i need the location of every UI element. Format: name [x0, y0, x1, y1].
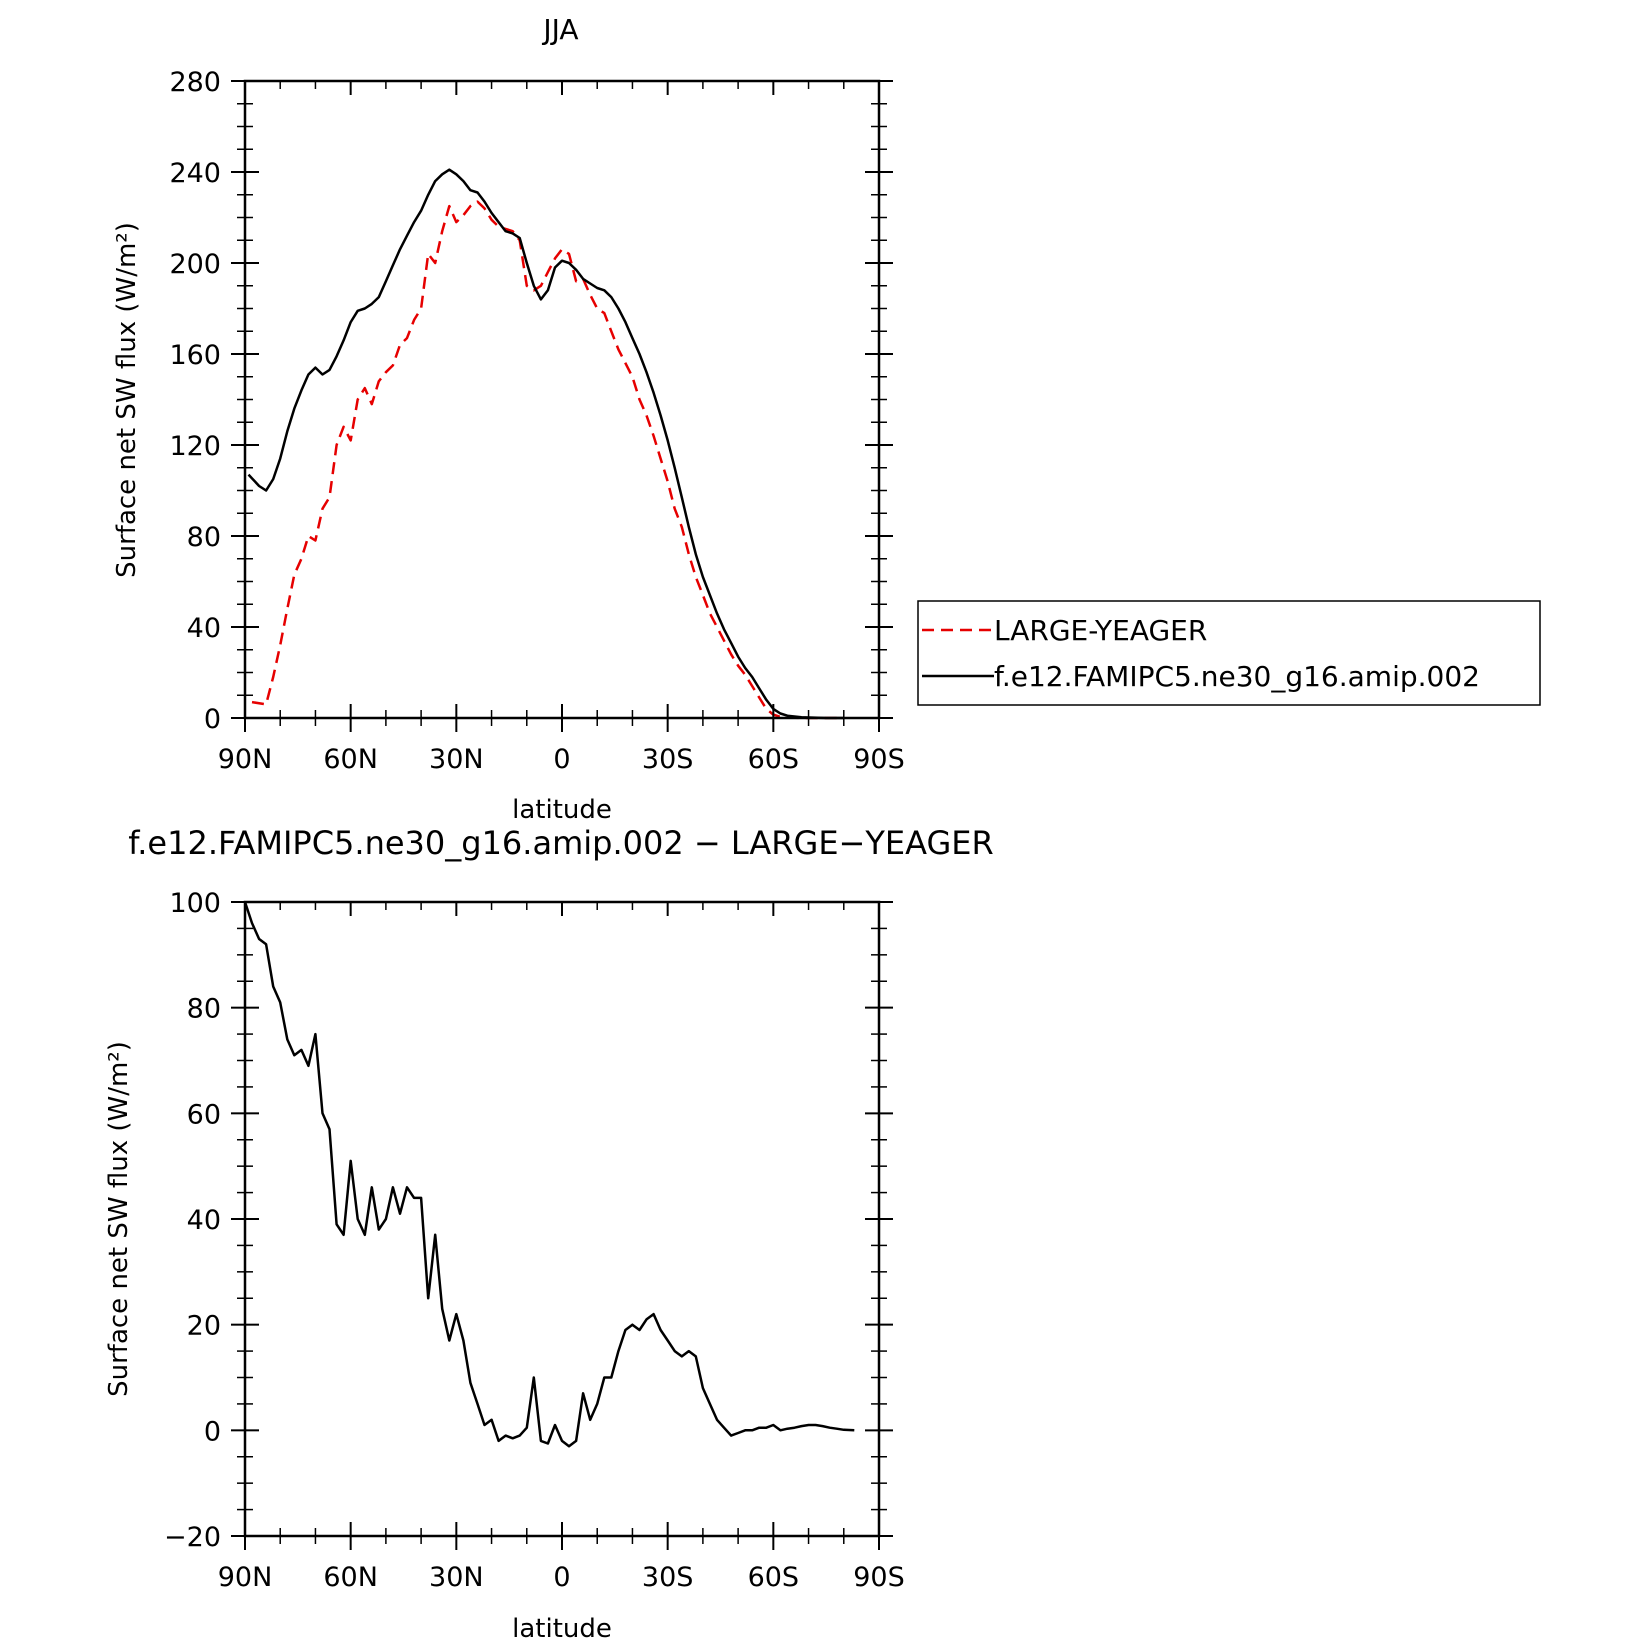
bottom-y-tick-label: 40	[187, 1205, 221, 1236]
top-panel: JJA 90N 60N 30N 0 30S 60S 90S 0 40 80 120 160 200 240…	[112, 13, 1541, 825]
bottom-x-tick-label: 90S	[853, 1562, 905, 1593]
top-series-line-1	[251, 200, 844, 720]
top-series-line-2	[247, 168, 844, 720]
bottom-panel: f.e12.FAMIPC5.ne30_g16.amip.002 − LARGE−…	[104, 824, 994, 1644]
top-x-tick-label: 30S	[642, 744, 694, 775]
top-axes-ticks	[231, 80, 893, 732]
bottom-y-tick-label: 60	[187, 1099, 221, 1130]
top-plot-frame	[243, 79, 881, 720]
top-tick-labels: 90N 60N 30N 0 30S 60S 90S 0 40 80 120 160 200 240 280	[169, 67, 904, 775]
bottom-y-tick-label: 20	[187, 1311, 221, 1342]
top-y-tick-label: 160	[169, 340, 221, 371]
bottom-x-tick-label: 60N	[323, 1562, 378, 1593]
top-x-tick-label: 30N	[429, 744, 484, 775]
legend-frame	[917, 600, 1541, 706]
bottom-plot-area	[243, 901, 855, 1448]
bottom-x-tick-label: 0	[553, 1562, 570, 1593]
top-x-axis-label: latitude	[512, 795, 612, 825]
top-y-tick-label: 80	[187, 522, 221, 553]
top-x-tick-label: 60S	[748, 744, 800, 775]
bottom-y-axis-label: Surface net SW flux (W/m²)	[104, 1041, 134, 1397]
bottom-series-line-1	[243, 901, 855, 1448]
legend-label-model: f.e12.FAMIPC5.ne30_g16.amip.002	[994, 660, 1480, 693]
legend: LARGE-YEAGER f.e12.FAMIPC5.ne30_g16.amip…	[917, 600, 1541, 706]
bottom-y-tick-label: −20	[164, 1522, 221, 1553]
bottom-y-tick-label: 80	[187, 994, 221, 1025]
top-y-tick-label: 0	[204, 704, 221, 735]
bottom-x-tick-label: 90N	[218, 1562, 273, 1593]
top-y-tick-label: 280	[169, 67, 221, 98]
bottom-x-tick-label: 60S	[748, 1562, 800, 1593]
bottom-x-tick-label: 30N	[429, 1562, 484, 1593]
top-x-tick-label: 0	[553, 744, 570, 775]
top-x-tick-label: 90S	[853, 744, 905, 775]
top-plot-area	[247, 168, 844, 720]
bottom-tick-labels: 90N 60N 30N 0 30S 60S 90S −20 0 20 40 60 80 100	[164, 888, 905, 1593]
bottom-x-tick-label: 30S	[642, 1562, 694, 1593]
top-chart-title: JJA	[541, 13, 578, 46]
top-y-axis-label: Surface net SW flux (W/m²)	[112, 222, 142, 578]
bottom-axes-ticks	[231, 901, 893, 1550]
bottom-y-tick-label: 100	[169, 888, 221, 919]
top-y-tick-label: 120	[169, 431, 221, 462]
legend-label-large-yeager: LARGE-YEAGER	[994, 614, 1207, 647]
top-y-tick-label: 240	[169, 158, 221, 189]
bottom-x-axis-label: latitude	[512, 1614, 612, 1644]
top-y-tick-label: 40	[187, 613, 221, 644]
top-x-tick-label: 90N	[218, 744, 273, 775]
bottom-y-tick-label: 0	[204, 1416, 221, 1447]
top-y-tick-label: 200	[169, 249, 221, 280]
top-x-tick-label: 60N	[323, 744, 378, 775]
bottom-chart-title: f.e12.FAMIPC5.ne30_g16.amip.002 − LARGE−…	[128, 824, 993, 862]
